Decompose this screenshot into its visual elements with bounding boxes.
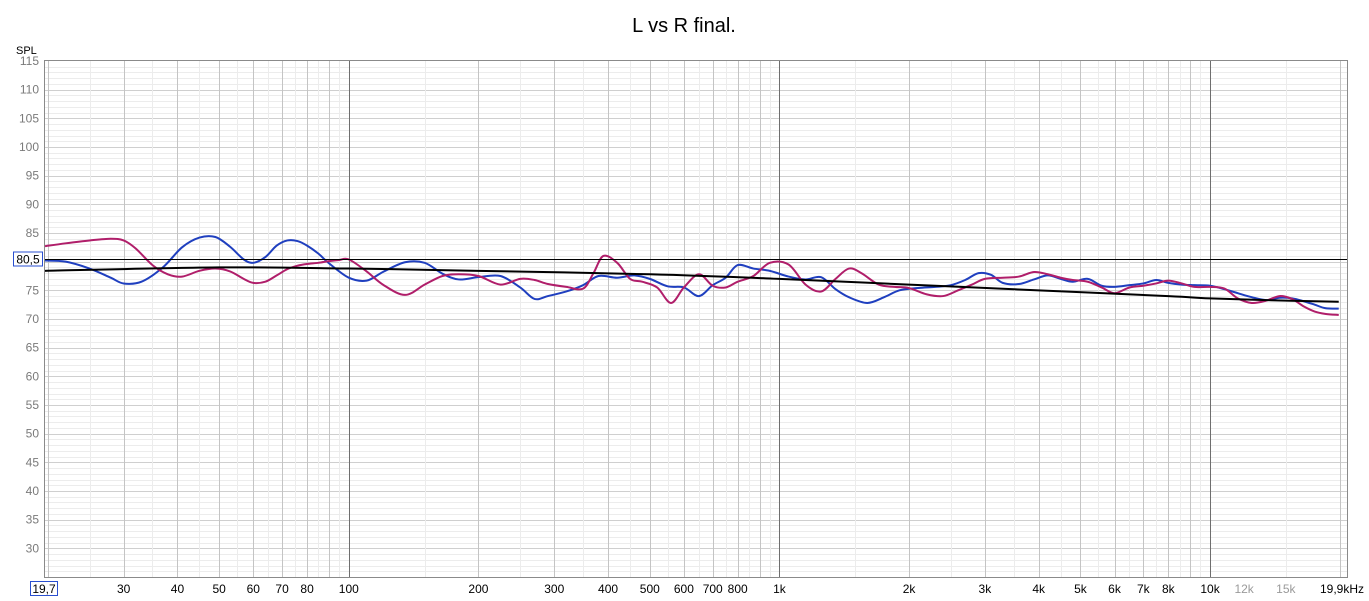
x-tick-label: 6k <box>1108 582 1122 596</box>
reference-value-label: 80,5 <box>16 253 40 267</box>
y-tick-label: 50 <box>26 427 40 441</box>
x-tick-label: 30 <box>117 582 131 596</box>
reference-value-box <box>13 251 43 267</box>
x-tick-label: 8k <box>1162 582 1176 596</box>
y-tick-label: 75 <box>26 283 40 297</box>
x-tick-label: 40 <box>171 582 185 596</box>
y-axis-label: SPL <box>16 45 37 57</box>
x-tick-label: 200 <box>468 582 488 596</box>
chart-title: L vs R final. <box>632 15 736 37</box>
x-tick-label: 700 <box>703 582 723 596</box>
y-tick-label: 40 <box>26 484 40 498</box>
x-start-label: 19,7 <box>32 582 56 596</box>
x-tick-label: 2k <box>903 582 917 596</box>
series-line-2 <box>44 237 1339 316</box>
minor-gridlines <box>45 61 1347 577</box>
y-tick-label: 65 <box>26 341 40 355</box>
y-tick-label: 115 <box>20 54 39 68</box>
x-tick-label: 80 <box>300 582 314 596</box>
y-axis-ticks: 1151101051009590858075706560555045403530 <box>19 54 39 555</box>
y-tick-label: 110 <box>20 83 39 97</box>
y-tick-label: 95 <box>26 169 40 183</box>
x-end-label: 19,9kHz <box>1320 582 1364 596</box>
y-tick-label: 90 <box>26 197 40 211</box>
x-tick-label: 1k <box>773 582 787 596</box>
y-tick-label: 35 <box>26 513 40 527</box>
major-gridlines <box>349 61 1211 577</box>
x-tick-label: 10k <box>1200 582 1220 596</box>
x-axis-ticks: 30 40 50 60 70 80 100 200 300 400 500 600 700 800 1k 2k… <box>117 582 1297 596</box>
y-tick-label: 60 <box>26 369 40 383</box>
x-tick-label: 7k <box>1137 582 1151 596</box>
y-tick-label: 100 <box>19 140 39 154</box>
x-tick-label: 5k <box>1074 582 1088 596</box>
x-tick-label: 15k <box>1276 582 1296 596</box>
x-tick-label: 800 <box>728 582 748 596</box>
series-layer <box>44 235 1339 316</box>
x-tick-label: 3k <box>979 582 993 596</box>
y-tick-label: 105 <box>19 111 39 125</box>
x-tick-label: 300 <box>544 582 564 596</box>
y-tick-label: 30 <box>26 541 40 555</box>
reference-marker: 80,5 <box>13 251 1347 267</box>
x-tick-label: 70 <box>275 582 289 596</box>
x-axis-range-labels: 19,7 19,9kHz <box>30 581 1364 596</box>
x-tick-label: 4k <box>1032 582 1046 596</box>
x-start-box <box>30 581 58 596</box>
y-tick-label: 55 <box>26 398 40 412</box>
y-tick-label: 45 <box>26 455 40 469</box>
x-tick-label: 50 <box>213 582 227 596</box>
x-tick-label: 500 <box>640 582 660 596</box>
series-line-1 <box>44 235 1339 310</box>
x-tick-label: 400 <box>598 582 618 596</box>
y-tick-label: 85 <box>26 226 40 240</box>
x-tick-label: 60 <box>247 582 261 596</box>
x-tick-label: 600 <box>674 582 694 596</box>
x-tick-label: 100 <box>339 582 359 596</box>
x-tick-label: 12k <box>1234 582 1254 596</box>
series-line-3 <box>44 266 1339 303</box>
y-tick-label: 70 <box>26 312 40 326</box>
